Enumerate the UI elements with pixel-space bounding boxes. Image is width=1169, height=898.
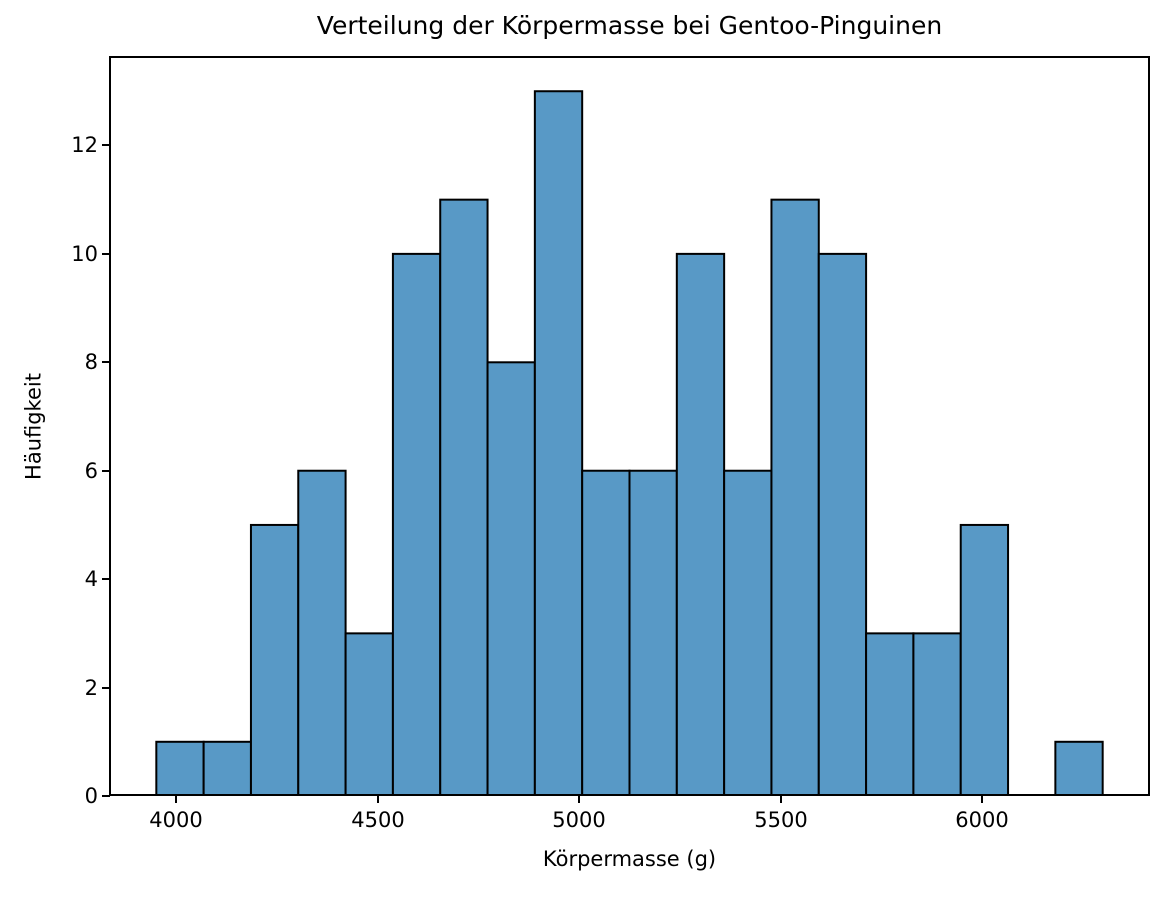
x-tick-label: 6000 <box>955 808 1009 832</box>
histogram-bar <box>723 469 773 796</box>
y-tick-label: 10 <box>71 242 98 266</box>
histogram-bar <box>581 469 631 796</box>
chart-title: Verteilung der Körpermasse bei Gentoo-Pi… <box>316 11 943 40</box>
y-tick-label: 2 <box>84 676 98 700</box>
y-tick-mark <box>102 253 110 255</box>
x-tick-label: 5500 <box>754 808 808 832</box>
y-tick-mark <box>102 144 110 146</box>
y-tick-label: 6 <box>84 459 98 483</box>
histogram-bar <box>865 632 915 796</box>
histogram-bar <box>249 523 300 796</box>
histogram-bar <box>533 90 584 796</box>
y-tick-label: 0 <box>84 784 98 808</box>
y-axis-label: Häufigkeit <box>21 373 46 480</box>
plot-spines <box>109 56 1150 796</box>
histogram-bar <box>297 469 347 796</box>
histogram-bar <box>628 469 678 796</box>
histogram-bar <box>391 252 442 796</box>
x-tick-label: 4000 <box>149 808 203 832</box>
histogram-plot-area <box>109 56 1150 796</box>
x-axis-label: Körpermasse (g) <box>542 847 717 871</box>
x-tick-mark <box>175 795 177 803</box>
x-tick-label: 4500 <box>351 808 405 832</box>
histogram-bar <box>439 198 489 796</box>
y-tick-label: 8 <box>84 350 98 374</box>
x-tick-mark <box>981 795 983 803</box>
y-tick-mark <box>102 687 110 689</box>
y-tick-mark <box>102 795 110 797</box>
histogram-bar <box>344 632 394 796</box>
histogram-bar <box>675 252 726 796</box>
y-tick-mark <box>102 578 110 580</box>
histogram-bar <box>1054 740 1104 796</box>
x-tick-mark <box>578 795 580 803</box>
y-tick-label: 4 <box>84 567 98 591</box>
histogram-bar <box>959 523 1010 796</box>
x-tick-label: 5000 <box>552 808 606 832</box>
histogram-bar <box>770 198 820 796</box>
x-tick-mark <box>780 795 782 803</box>
histogram-bar <box>202 740 252 796</box>
histogram-bar <box>155 740 205 796</box>
x-tick-mark <box>377 795 379 803</box>
y-tick-mark <box>102 470 110 472</box>
histogram-bar <box>912 632 962 796</box>
histogram-bar <box>817 252 868 796</box>
y-tick-label: 12 <box>71 133 98 157</box>
y-tick-mark <box>102 361 110 363</box>
histogram-bar <box>486 361 536 796</box>
